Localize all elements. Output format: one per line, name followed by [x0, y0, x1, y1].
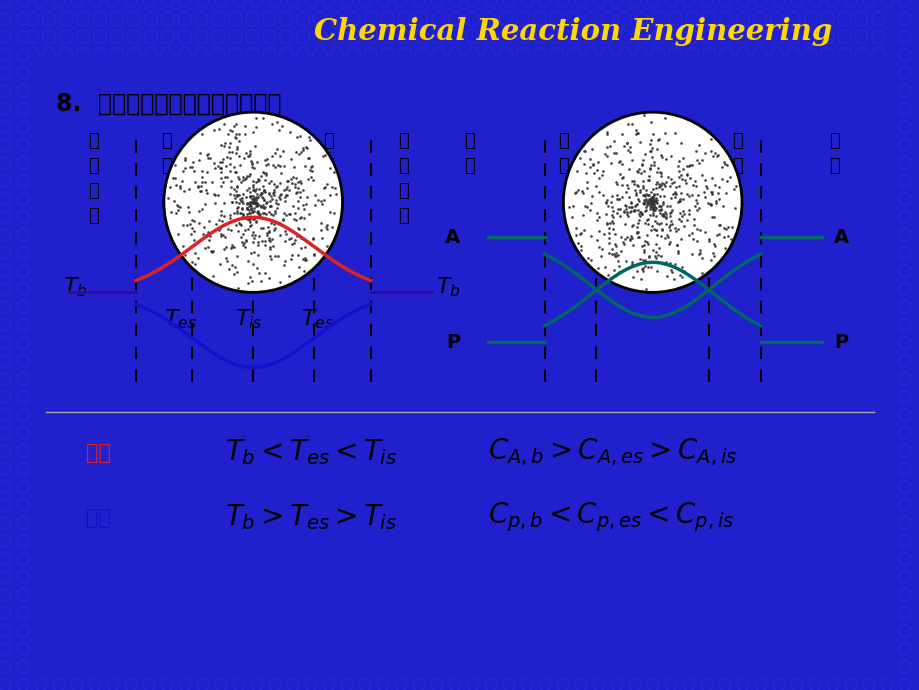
Text: 气: 气: [558, 132, 568, 150]
Ellipse shape: [562, 112, 742, 293]
Text: $T_{is}$: $T_{is}$: [234, 307, 262, 331]
Text: 主: 主: [463, 132, 474, 150]
Text: 气: 气: [323, 132, 334, 150]
Text: $C_{p,b} < C_{p,es} < C_{p,is}$: $C_{p,b} < C_{p,es} < C_{p,is}$: [488, 501, 733, 534]
Text: 体: 体: [463, 157, 474, 175]
Text: 体: 体: [828, 157, 838, 175]
Text: 主: 主: [398, 182, 409, 200]
Text: 吸热: 吸热: [85, 508, 110, 528]
Text: $C_{A,b} > C_{A,es} > C_{A,is}$: $C_{A,b} > C_{A,es} > C_{A,is}$: [488, 437, 736, 469]
Text: 体: 体: [398, 207, 409, 225]
Text: 膜: 膜: [558, 157, 568, 175]
Text: $T_b < T_{es} < T_{is}$: $T_b < T_{es} < T_{is}$: [225, 437, 397, 467]
Text: 相: 相: [88, 157, 98, 175]
Text: 气: 气: [88, 132, 98, 150]
Text: $T_b$: $T_b$: [436, 275, 460, 299]
Text: P: P: [446, 333, 460, 352]
Ellipse shape: [164, 112, 342, 293]
Text: 主: 主: [828, 132, 838, 150]
Text: 膜: 膜: [161, 157, 172, 175]
Text: $T_{es}$: $T_{es}$: [301, 307, 334, 331]
Text: $T_b > T_{es} > T_{is}$: $T_b > T_{es} > T_{is}$: [225, 503, 397, 533]
Text: 膜: 膜: [732, 157, 742, 175]
Text: $T_{es}$: $T_{es}$: [165, 307, 197, 331]
Text: 主: 主: [88, 182, 98, 200]
Text: Chemical Reaction Engineering: Chemical Reaction Engineering: [313, 17, 831, 46]
Text: A: A: [834, 228, 848, 247]
Text: 相: 相: [398, 157, 409, 175]
Text: 气: 气: [398, 132, 409, 150]
Text: 气: 气: [161, 132, 172, 150]
Text: 8.  气固催化反应过程的传递现象: 8. 气固催化反应过程的传递现象: [56, 92, 281, 116]
Text: 体: 体: [88, 207, 98, 225]
Text: 膜: 膜: [323, 157, 334, 175]
Text: $T_b$: $T_b$: [63, 275, 88, 299]
Text: 气: 气: [732, 132, 742, 150]
Text: 放热: 放热: [85, 442, 110, 462]
Text: P: P: [834, 333, 847, 352]
Text: A: A: [445, 228, 460, 247]
